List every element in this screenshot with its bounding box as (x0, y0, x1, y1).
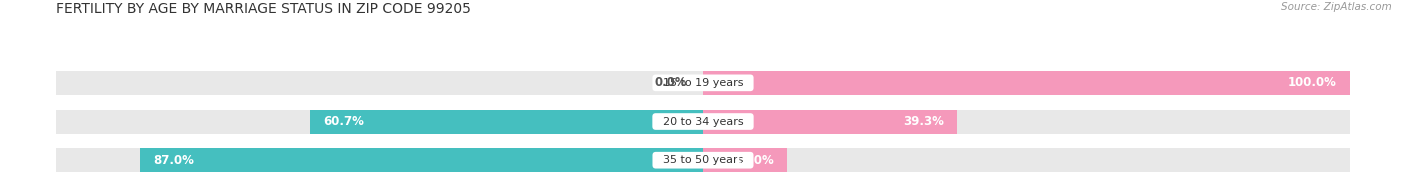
Text: Source: ZipAtlas.com: Source: ZipAtlas.com (1281, 2, 1392, 12)
Bar (311, 110, 703, 133)
Bar (56, 110, 1350, 133)
Text: 35 to 50 years: 35 to 50 years (655, 155, 751, 165)
Text: 20 to 34 years: 20 to 34 years (655, 116, 751, 127)
Text: FERTILITY BY AGE BY MARRIAGE STATUS IN ZIP CODE 99205: FERTILITY BY AGE BY MARRIAGE STATUS IN Z… (56, 2, 471, 16)
Text: 60.7%: 60.7% (323, 115, 364, 128)
Bar (703, 71, 1350, 95)
Bar (703, 110, 957, 133)
Text: 13.0%: 13.0% (734, 154, 775, 167)
Bar (141, 148, 703, 172)
Text: 87.0%: 87.0% (153, 154, 194, 167)
Bar (56, 71, 1350, 95)
Text: 100.0%: 100.0% (1288, 76, 1337, 89)
Text: 0.0%: 0.0% (655, 76, 688, 89)
Text: 15 to 19 years: 15 to 19 years (655, 78, 751, 88)
Bar (703, 148, 787, 172)
Bar (56, 148, 1350, 172)
Text: 39.3%: 39.3% (904, 115, 945, 128)
